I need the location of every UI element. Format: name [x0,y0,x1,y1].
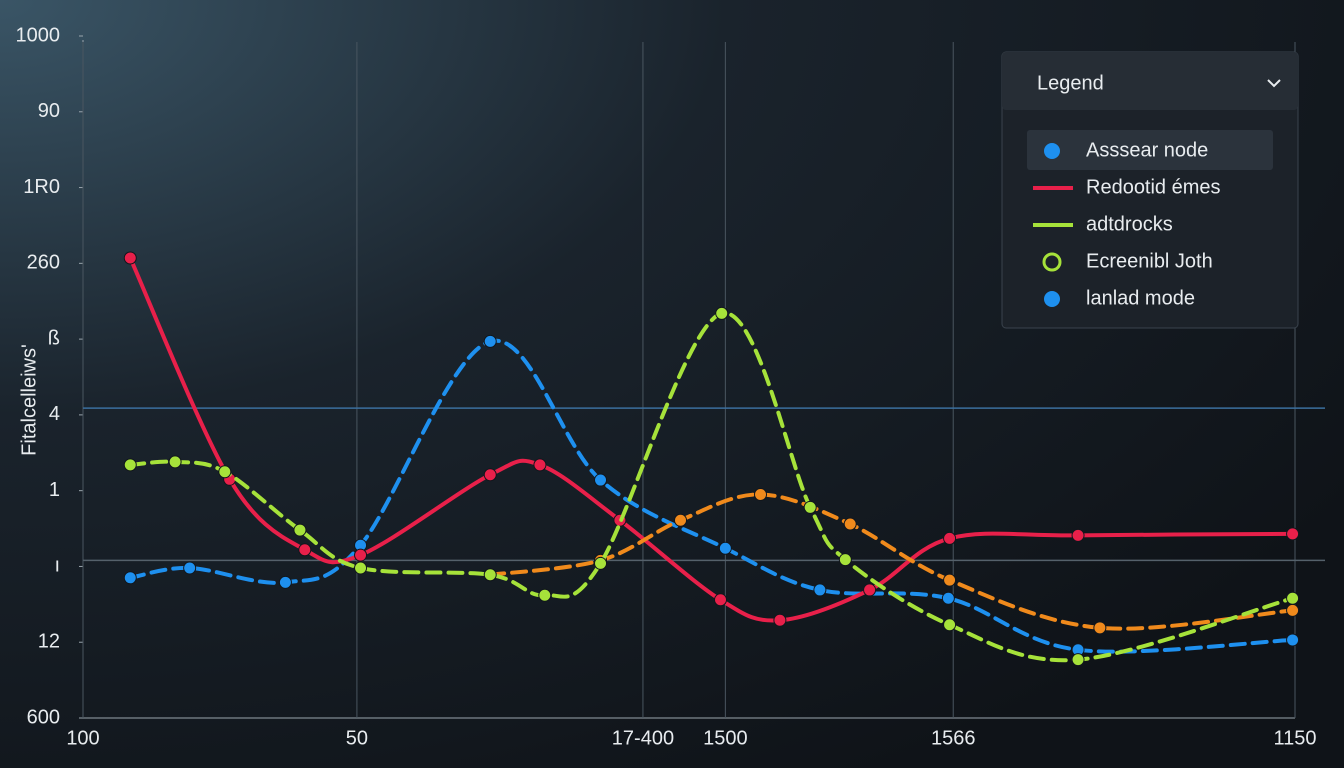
data-point [843,517,857,531]
data-point [1093,621,1107,635]
data-point [943,618,957,632]
y-tick-label: 4 [49,403,60,425]
data-point [773,613,787,627]
data-point [123,458,137,472]
legend-label: Ecreenibl Joth [1086,250,1213,272]
series-line [128,338,1295,654]
legend-label: Redootid émes [1086,176,1221,198]
series-line [128,311,1295,663]
legend-marker [1044,291,1060,307]
data-point [1286,603,1300,617]
legend-title: Legend [1037,72,1104,94]
y-tick-label: ı [54,555,60,577]
data-point [1071,653,1085,667]
plot-area: 600 12 ı 1 4 ß 260 1R0 90 1000 100 50 17-400 1500 1566… [16,24,1325,749]
y-tick-label: 260 [27,252,60,274]
data-point [354,548,368,562]
y-tick-label: 1R0 [23,176,60,198]
data-point [941,591,955,605]
data-point [594,556,608,570]
data-point [803,500,817,514]
data-point [123,571,137,585]
y-tick-label: 1000 [16,24,61,46]
data-point [594,473,608,487]
data-point [123,251,137,265]
data-point [718,541,732,555]
x-tick-label: 1566 [931,727,976,749]
data-point [538,588,552,602]
y-axis-label: Fitalcelleiws' [18,344,40,456]
legend-marker [1044,143,1060,159]
legend-label: adtdrocks [1086,213,1173,235]
data-point [533,458,547,472]
data-point [483,334,497,348]
data-point [943,531,957,545]
data-point [293,523,307,537]
data-point [1071,528,1085,542]
data-point [674,513,688,527]
x-tick-label: 17-400 [612,727,674,749]
data-point [1286,527,1300,541]
data-point [813,583,827,597]
data-point [483,468,497,482]
legend-label: lanlad mode [1086,287,1195,309]
y-tick-label: ß [48,327,60,349]
y-tick-label: 1 [49,479,60,501]
data-point [715,306,729,320]
legend-label: Asssear node [1086,139,1208,161]
data-point [943,573,957,587]
y-tick-label: 90 [38,100,60,122]
data-point [183,561,197,575]
data-point [298,543,312,557]
x-tick-label: 1500 [703,727,748,749]
data-point [754,487,768,501]
legend-highlight [1027,130,1273,170]
y-tick-label: 12 [38,631,60,653]
data-point [863,583,877,597]
y-tick-label: 600 [27,706,60,728]
x-tick-label: 50 [346,727,368,749]
data-point [168,455,182,469]
data-point [354,561,368,575]
x-tick-label: 1150 [1273,727,1316,749]
data-point [714,593,728,607]
legend: Legend Asssear node Redootid émes adtdrock… [1001,51,1299,329]
legend-marker [1042,252,1062,272]
chevron[interactable] [1267,79,1281,88]
x-tick-label: 100 [66,727,99,749]
data-point [838,553,852,567]
data-point [218,465,232,479]
data-point [483,568,497,582]
data-point [278,575,292,589]
legend-header[interactable] [1002,52,1298,110]
data-point [1286,591,1300,605]
data-point [1286,633,1300,647]
